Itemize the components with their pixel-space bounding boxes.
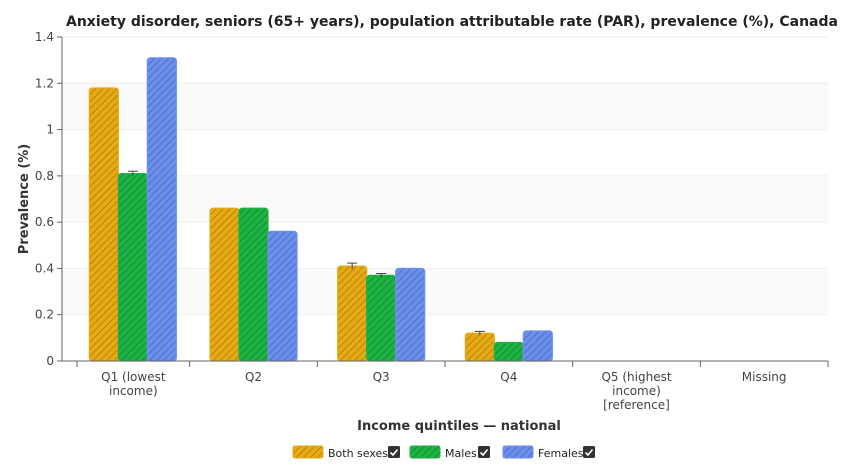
checkmark-icon [389,448,399,457]
y-tick-label: 0.6 [35,215,54,229]
bar [366,274,397,362]
bar [88,87,119,362]
x-tick-label: Q3 [373,370,390,384]
bar [238,207,269,362]
y-tick-label: 0.8 [35,169,54,183]
x-tick-label: Q5 (highest income) [reference] [601,370,671,412]
y-axis-label: Prevalence (%) [17,144,32,255]
y-tick-label: 1 [46,123,54,137]
legend-swatch [502,445,534,459]
y-axis: 0 0.2 0.4 0.6 0.8 1 1.2 1.4 [35,30,63,368]
bar [337,265,368,362]
bar [267,230,298,362]
legend-label: Both sexes [328,447,388,460]
x-tick-label: Q1 (lowest income) [101,370,166,398]
checkmark-icon [584,448,594,457]
y-tick-label: 0 [46,354,54,368]
bar [117,172,148,362]
legend-item: Both sexes [292,445,400,460]
legend-checkbox-icon [478,446,490,458]
legend-label: Females [538,447,584,460]
bar [395,267,426,362]
bar [146,57,177,362]
chart-title: Anxiety disorder, seniors (65+ years), p… [66,14,838,30]
bars [88,57,553,362]
y-tick-label: 1.4 [35,30,54,44]
legend-item: Males [409,445,490,460]
grid-band [62,175,828,223]
legend-swatch [292,445,324,459]
legend-item: Females [502,445,595,460]
y-tick-label: 0.2 [35,308,54,322]
bar [493,341,524,362]
y-tick-label: 1.2 [35,76,54,90]
bar [522,330,553,362]
checkmark-icon [479,448,489,457]
gridlines [62,36,828,362]
grid-band [62,268,828,315]
x-axis-label: Income quintiles — national [357,419,561,434]
legend-checkbox-icon [388,446,400,458]
bar [464,332,495,362]
x-tick-label: Missing [742,370,787,384]
legend-swatch [409,445,441,459]
legend: Both sexes Males Females [292,445,595,460]
grid-band [62,83,828,130]
x-tick-label: Q4 [500,370,517,384]
legend-checkbox-icon [583,446,595,458]
x-tick-label: Q2 [245,370,262,384]
y-tick-label: 0.4 [35,261,54,275]
legend-label: Males [445,447,477,460]
bar [209,207,240,362]
x-axis: Q1 (lowest income) Q2 Q3 Q4 Q5 (highest income… [62,360,829,412]
